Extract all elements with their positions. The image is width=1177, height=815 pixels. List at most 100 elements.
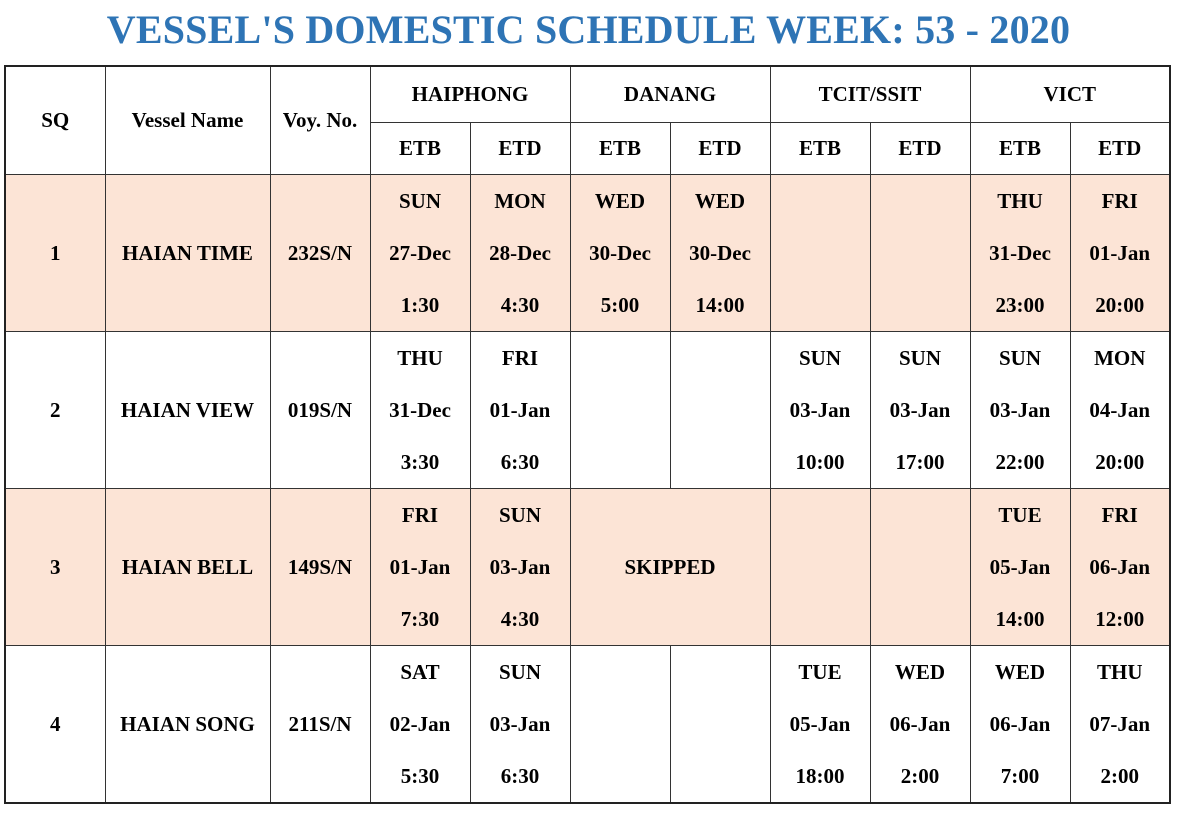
cell-time: 23:00 [995,293,1045,317]
cell-day: THU [997,189,1043,213]
row-voyage-no: 149S/N [269,488,371,646]
page-title: VESSEL'S DOMESTIC SCHEDULE WEEK: 53 - 20… [106,7,1071,52]
header-sq: SQ [4,65,106,175]
row-voyage-no: 211S/N [269,645,371,804]
row-sq: 3 [4,488,106,646]
cell-day: SUN [498,660,541,684]
cell-danang-etd [669,331,771,489]
cell-haiphong-etd: FRI 01-Jan 6:30 [469,331,571,489]
row-vessel-name: HAIAN SONG [104,645,271,804]
cell-tcit-etd: WED 06-Jan 2:00 [869,645,971,804]
cell-haiphong-etb: THU 31-Dec 3:30 [369,331,471,489]
cell-day: FRI [1101,503,1138,527]
cell-date: 06-Jan [889,712,951,736]
cell-day: WED [994,660,1046,684]
row-sq: 2 [4,331,106,489]
header-vict-etb: ETB [969,122,1071,175]
cell-time: 7:30 [400,607,440,631]
cell-date: 31-Dec [389,398,451,422]
cell-date: 06-Jan [989,712,1051,736]
header-vessel-name: Vessel Name [104,65,271,175]
header-haiphong-etb: ETB [369,122,471,175]
cell-haiphong-etd: SUN 03-Jan 4:30 [469,488,571,646]
cell-day: WED [694,189,746,213]
cell-day: SUN [998,346,1041,370]
row-voyage-no: 019S/N [269,331,371,489]
cell-day: SUN [898,346,941,370]
cell-vict-etd: FRI 06-Jan 12:00 [1069,488,1171,646]
header-port-tcit-ssit: TCIT/SSIT [769,65,971,123]
table-row: 1 HAIAN TIME 232S/N SUN 27-Dec 1:30 MON 28-… [4,174,1171,332]
cell-date: 28-Dec [489,241,551,265]
cell-day: FRI [401,503,439,527]
cell-tcit-etb [769,488,871,646]
header-port-haiphong: HAIPHONG [369,65,571,123]
cell-date: 03-Jan [789,398,851,422]
cell-vict-etb: SUN 03-Jan 22:00 [969,331,1071,489]
cell-date: 01-Jan [389,555,451,579]
cell-danang-skipped: SKIPPED [569,488,771,646]
cell-vict-etd: FRI 01-Jan 20:00 [1069,174,1171,332]
cell-tcit-etb: TUE 05-Jan 18:00 [769,645,871,804]
cell-time: 20:00 [1095,293,1145,317]
cell-time: 2:00 [1100,764,1140,788]
cell-time: 12:00 [1095,607,1145,631]
cell-vict-etd: MON 04-Jan 20:00 [1069,331,1171,489]
cell-tcit-etb [769,174,871,332]
cell-vict-etb: WED 06-Jan 7:00 [969,645,1071,804]
cell-time: 3:30 [400,450,440,474]
cell-time: 6:30 [500,764,540,788]
header-tcit-etd: ETD [869,122,971,175]
cell-danang-etd: WED 30-Dec 14:00 [669,174,771,332]
row-vessel-name: HAIAN VIEW [104,331,271,489]
cell-date: 02-Jan [389,712,451,736]
cell-time: 14:00 [995,607,1045,631]
cell-time: 18:00 [795,764,845,788]
cell-date: 01-Jan [1089,241,1151,265]
cell-date: 03-Jan [989,398,1051,422]
cell-day: FRI [1101,189,1138,213]
cell-tcit-etd [869,174,971,332]
cell-date: 31-Dec [989,241,1051,265]
cell-time: 5:00 [600,293,640,317]
cell-time: 7:00 [1000,764,1040,788]
header-haiphong-etd: ETD [469,122,571,175]
cell-tcit-etd: SUN 03-Jan 17:00 [869,331,971,489]
cell-day: FRI [501,346,539,370]
cell-vict-etd: THU 07-Jan 2:00 [1069,645,1171,804]
cell-danang-etd [669,645,771,804]
cell-date: 03-Jan [889,398,951,422]
cell-haiphong-etb: SUN 27-Dec 1:30 [369,174,471,332]
table-row: 2 HAIAN VIEW 019S/N THU 31-Dec 3:30 FRI 01-… [4,331,1171,489]
header-tcit-etb: ETB [769,122,871,175]
table-row: 4 HAIAN SONG 211S/N SAT 02-Jan 5:30 SUN 03-… [4,645,1171,804]
header-danang-etb: ETB [569,122,671,175]
cell-day: SUN [398,189,441,213]
cell-tcit-etb: SUN 03-Jan 10:00 [769,331,871,489]
header-danang-etd: ETD [669,122,771,175]
cell-time: 1:30 [400,293,440,317]
table-row: 3 HAIAN BELL 149S/N FRI 01-Jan 7:30 SUN 03-… [4,488,1171,646]
cell-day: MON [1094,346,1146,370]
cell-day: THU [397,346,443,370]
row-vessel-name: HAIAN BELL [104,488,271,646]
cell-day: MON [494,189,546,213]
cell-danang-etb: WED 30-Dec 5:00 [569,174,671,332]
cell-date: 03-Jan [489,712,551,736]
cell-day: SUN [498,503,541,527]
cell-haiphong-etd: MON 28-Dec 4:30 [469,174,571,332]
cell-time: 6:30 [500,450,540,474]
cell-time: 5:30 [400,764,440,788]
cell-time: 2:00 [900,764,940,788]
cell-haiphong-etd: SUN 03-Jan 6:30 [469,645,571,804]
header-voyage-no: Voy. No. [269,65,371,175]
cell-vict-etb: THU 31-Dec 23:00 [969,174,1071,332]
header-port-danang: DANANG [569,65,771,123]
cell-time: 4:30 [500,607,540,631]
cell-day: WED [594,189,646,213]
cell-date: 30-Dec [689,241,751,265]
cell-day: TUE [798,660,842,684]
cell-date: 07-Jan [1089,712,1151,736]
cell-date: 30-Dec [589,241,651,265]
cell-danang-etb [569,331,671,489]
